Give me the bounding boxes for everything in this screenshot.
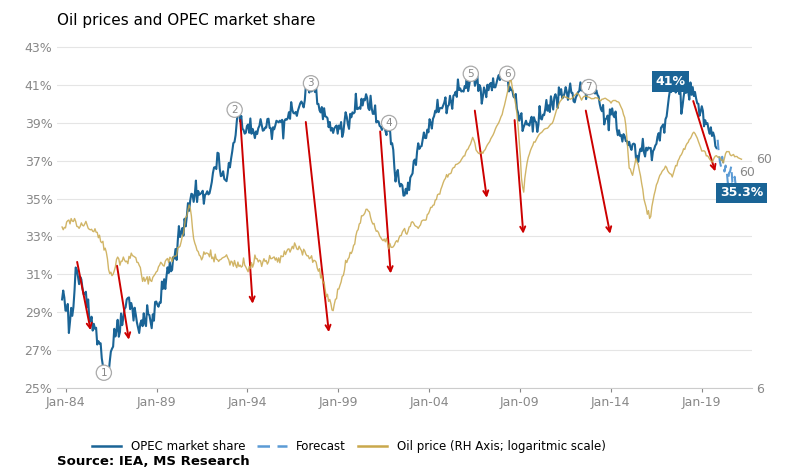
Text: 2: 2 [231, 105, 238, 115]
Text: 35.3%: 35.3% [720, 186, 763, 200]
Text: 7: 7 [586, 82, 592, 92]
Text: 41%: 41% [655, 75, 685, 88]
Text: Source: IEA, MS Research: Source: IEA, MS Research [57, 455, 249, 468]
Text: 6: 6 [504, 69, 510, 79]
Text: Oil prices and OPEC market share: Oil prices and OPEC market share [57, 13, 316, 28]
Text: 5: 5 [468, 69, 474, 79]
Text: 60: 60 [739, 166, 755, 179]
Text: 3: 3 [307, 78, 314, 88]
Text: 4: 4 [386, 118, 392, 128]
Text: 1: 1 [100, 368, 107, 378]
Legend: OPEC market share, Forecast, Oil price (RH Axis; logaritmic scale): OPEC market share, Forecast, Oil price (… [87, 436, 611, 458]
